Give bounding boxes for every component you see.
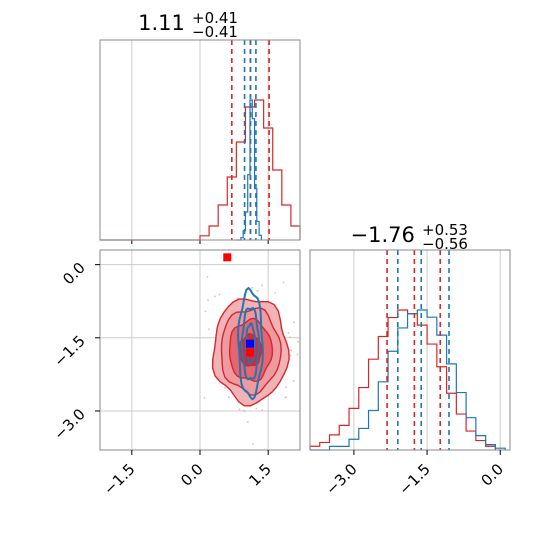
joint-x-ticklabel-1: 0.0 (177, 460, 207, 490)
joint-marker-1 (246, 348, 254, 357)
panel-marginal-x: 1.11 +0.41 −0.41 (99, 8, 301, 244)
marginal-y-grid (353, 250, 501, 450)
joint-sample-point-12 (208, 328, 210, 331)
joint-sample-point-52 (282, 281, 285, 284)
marginal-x-frame (99, 39, 301, 241)
joint-sample-point-130 (242, 409, 245, 412)
marginal-x-hist-0 (100, 99, 301, 241)
joint-sample-point-115 (246, 421, 249, 424)
joint-sample-point-76 (236, 297, 239, 300)
marginal-y-x-ticklabel-1: −1.5 (395, 460, 433, 498)
joint-x-ticklabel-2: 1.5 (245, 460, 275, 490)
marginal-y-title-minus: −0.56 (422, 235, 468, 253)
joint-sample-point-56 (288, 336, 291, 339)
joint-sample-point-28 (204, 310, 207, 313)
marginal-y-title: −1.76 +0.53 −0.56 (351, 220, 474, 253)
marginal-y-frame (309, 249, 511, 451)
joint-blue-contour-0 (236, 286, 264, 401)
marginal-y-quantiles (386, 250, 450, 450)
joint-marker-2 (246, 339, 254, 348)
marginal-x-quantiles (231, 40, 270, 240)
marginal-y-x-ticklabel-2: 0.0 (477, 460, 507, 490)
marginal-x-series (100, 99, 301, 241)
marginal-y-hist-0 (309, 309, 496, 450)
joint-sample-point-74 (285, 396, 287, 398)
marginal-y-title-plus: +0.53 (422, 221, 468, 239)
panel-joint: −1.5 0.0 1.5 0.0 −1.5 −3.0 (50, 249, 301, 499)
joint-sample-point-62 (218, 293, 221, 296)
joint-sample-point-129 (261, 284, 264, 287)
marginal-x-title-plus: +0.41 (192, 9, 238, 27)
joint-sample-point-50 (261, 409, 264, 411)
joint-sample-point-19 (255, 407, 258, 410)
joint-x-ticks: −1.5 0.0 1.5 (100, 450, 275, 499)
joint-sample-point-45 (206, 275, 209, 278)
marginal-y-series (309, 309, 506, 451)
joint-sample-point-16 (289, 354, 292, 357)
marginal-x-grid (131, 40, 269, 244)
marginal-y-x-ticks: −3.0 −1.5 0.0 (322, 450, 507, 499)
joint-sample-point-65 (290, 349, 293, 352)
joint-markers (223, 253, 254, 357)
joint-sample-point-77 (203, 397, 206, 399)
joint-sample-point-21 (292, 380, 295, 382)
joint-sample-point-69 (252, 443, 254, 445)
marginal-y-title-value: −1.76 (351, 223, 415, 247)
joint-sample-point-103 (207, 299, 209, 302)
joint-sample-point-125 (224, 386, 226, 389)
joint-sample-point-10 (287, 332, 290, 334)
joint-sample-point-104 (227, 396, 230, 398)
marginal-x-title-minus: −0.41 (192, 23, 238, 41)
joint-sample-point-26 (256, 289, 259, 292)
joint-sample-point-111 (274, 292, 277, 294)
joint-sample-point-137 (238, 408, 241, 411)
marginal-y-x-ticklabel-0: −3.0 (322, 460, 360, 498)
joint-y-ticks: 0.0 −1.5 −3.0 (50, 259, 100, 444)
joint-sample-point-120 (243, 410, 246, 413)
joint-marker-0 (223, 253, 232, 262)
marginal-x-title: 1.11 +0.41 −0.41 (138, 8, 243, 41)
joint-sample-point-81 (285, 386, 287, 389)
joint-y-ticklabel-1: −1.5 (50, 332, 88, 370)
joint-sample-point-1 (251, 286, 254, 289)
joint-y-ticklabel-2: −3.0 (50, 405, 88, 443)
joint-sample-point-57 (297, 340, 299, 343)
joint-x-ticklabel-0: −1.5 (100, 460, 138, 498)
joint-y-ticklabel-0: 0.0 (59, 259, 89, 289)
panel-marginal-y: −3.0 −1.5 0.0 −1.76 +0.53 −0.56 (309, 220, 511, 499)
joint-sample-point-47 (296, 353, 299, 356)
joint-sample-point-96 (214, 295, 216, 298)
marginal-y-hist-1 (310, 309, 506, 451)
joint-blue-contour-1 (240, 306, 261, 381)
joint-sample-point-75 (293, 321, 295, 324)
marginal-x-title-value: 1.11 (138, 11, 185, 35)
marginal-x-hist-1 (236, 99, 262, 241)
